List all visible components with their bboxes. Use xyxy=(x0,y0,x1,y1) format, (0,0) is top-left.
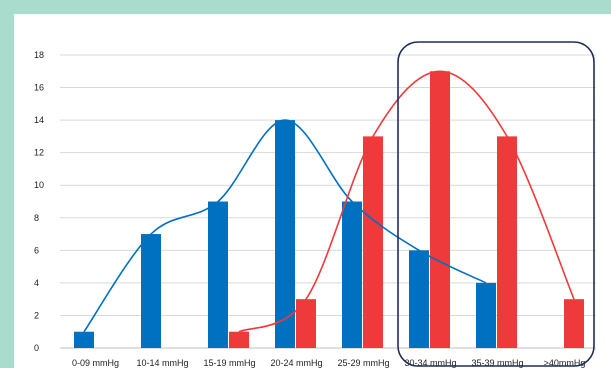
y-tick-label: 4 xyxy=(34,278,39,288)
y-tick-label: 16 xyxy=(34,83,44,93)
y-tick-label: 0 xyxy=(34,343,39,353)
bar-series-1-6 xyxy=(476,282,496,348)
trend-curves xyxy=(83,70,575,333)
x-category-label: 10-14 mmHg xyxy=(136,358,188,368)
x-category-label: 20-24 mmHg xyxy=(270,358,322,368)
bar-series-1-5 xyxy=(409,250,429,348)
bar-series-2-3 xyxy=(296,299,316,348)
y-tick-label: 8 xyxy=(34,213,39,223)
y-axis-ticks: 0 2 4 6 8 10 12 14 16 18 xyxy=(34,50,44,353)
y-tick-label: 2 xyxy=(34,310,39,320)
x-category-label: 0-09 mmHg xyxy=(72,358,119,368)
y-tick-label: 14 xyxy=(34,115,44,125)
bar-series-2-2 xyxy=(229,331,249,348)
trend-curve-series-1 xyxy=(83,119,487,333)
y-tick-label: 12 xyxy=(34,148,44,158)
bar-series-1-1 xyxy=(141,234,161,348)
x-axis-labels: 0-09 mmHg 10-14 mmHg 15-19 mmHg 20-24 mmHg 2… xyxy=(72,358,585,368)
x-category-label: 15-19 mmHg xyxy=(203,358,255,368)
highlight-box xyxy=(397,41,595,367)
bar-series-1-2 xyxy=(208,201,228,348)
y-tick-label: 10 xyxy=(34,180,44,190)
x-category-label: 30-34 mmHg xyxy=(404,358,456,368)
bar-series-1-4 xyxy=(342,201,362,348)
x-category-label: >40mmHg xyxy=(544,358,586,368)
bar-series-2-6 xyxy=(497,136,517,348)
y-tick-label: 18 xyxy=(34,50,44,60)
bar-series-2-7 xyxy=(564,299,584,348)
bar-series-1-3 xyxy=(275,120,295,348)
x-category-label: 25-29 mmHg xyxy=(337,358,389,368)
bar-series-2-4 xyxy=(363,136,383,348)
trend-curve-series-2 xyxy=(238,70,575,333)
y-tick-label: 6 xyxy=(34,245,39,255)
bars xyxy=(74,71,584,349)
bar-series-2-5 xyxy=(430,71,450,349)
x-category-label: 35-39 mmHg xyxy=(471,358,523,368)
annotations xyxy=(397,41,595,367)
bar-series-1-0 xyxy=(74,331,94,348)
